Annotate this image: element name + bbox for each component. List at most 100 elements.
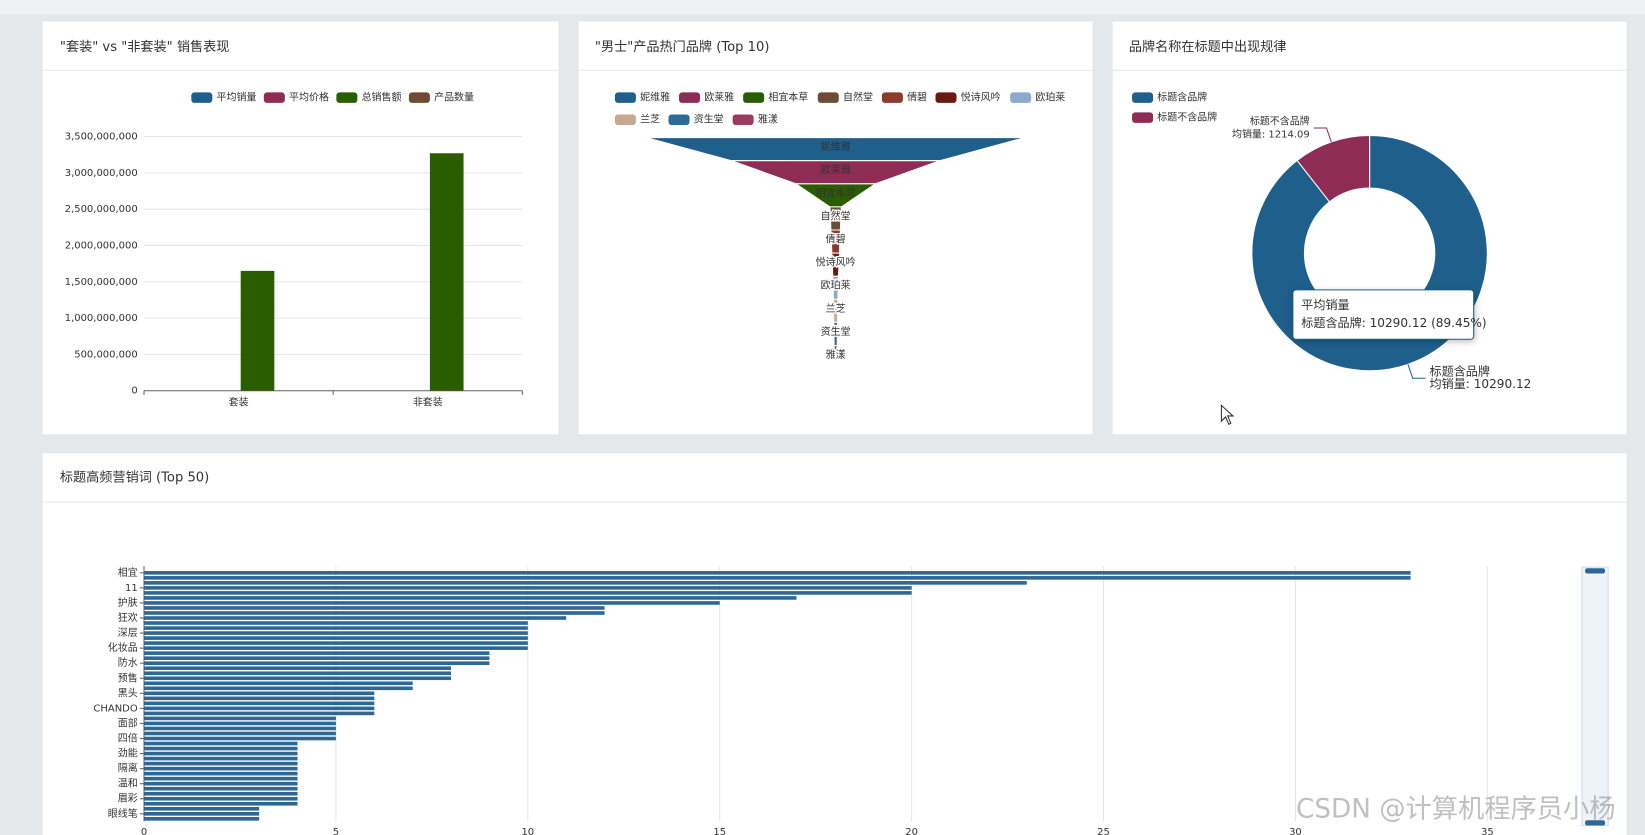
x-tick-label: 15 [713,827,726,835]
y-tick-label: CHANDO [93,703,137,714]
funnel-label: 资生堂 [821,325,851,338]
y-tick-label: 3,000,000,000 [65,168,138,179]
legend-label: 总销售额 [362,91,402,104]
bar [144,756,298,761]
legend-swatch [743,92,765,103]
y-tick-label: 2,000,000,000 [65,240,138,251]
bar [144,661,490,666]
bar [144,626,528,630]
y-tick-label: 预售 [118,671,138,684]
legend-label: 相宜本草 [768,91,808,104]
legend-swatch [679,92,701,103]
bar [144,681,413,686]
bar [144,806,260,811]
bar [144,631,528,635]
legend-swatch [191,92,213,103]
y-tick-label: 0 [131,386,137,397]
bar [144,791,298,796]
y-tick-label: 深层 [118,627,138,639]
bar [144,746,298,751]
zoom-handle[interactable] [1585,820,1606,826]
bar [144,701,375,706]
legend-swatch [408,92,430,103]
bar [144,671,452,676]
zoom-track [1581,566,1609,827]
y-tick-label: 面部 [118,716,138,729]
funnel-label: 雅漾 [826,348,846,361]
bar [144,706,375,711]
bar [144,666,452,671]
watermark: CSDN @计算机程序员小杨 [1296,794,1616,824]
pie-value-label: 均销量: 1214.09 [1232,127,1310,140]
funnel-label: 倩碧 [826,232,846,245]
cursor [1220,404,1235,426]
y-tick-label: 防水 [118,656,138,669]
bar [144,696,375,701]
y-tick-label: 2,500,000,000 [65,204,138,215]
y-tick-label: 1,500,000,000 [65,277,138,288]
bar [144,711,375,716]
label-line [1313,127,1332,143]
bar [144,786,298,791]
legend-swatch [1132,112,1154,123]
bar [144,761,298,766]
bar [144,646,528,650]
legend-swatch [1010,92,1032,103]
bar [144,571,1411,575]
label-line [1407,364,1426,379]
legend-swatch [935,92,957,103]
bar [144,601,720,605]
legend-swatch [614,92,636,103]
legend-label: 欧莱雅 [704,91,734,104]
legend-label: 倩碧 [907,91,927,104]
legend-swatch [263,92,285,103]
legend-label: 资生堂 [694,113,724,126]
legend-swatch [1132,92,1154,103]
x-tick-label: 35 [1481,827,1494,835]
top-strip [0,0,1645,15]
zoom-handle[interactable] [1585,568,1606,574]
funnel-segment [833,345,838,369]
legend-label: 悦诗风吟 [961,91,1001,104]
bar [144,817,260,821]
y-tick-label: 3,500,000,000 [65,132,138,143]
legend-label: 雅漾 [758,113,778,126]
bar [144,611,605,615]
bar [144,606,605,610]
bar [144,796,298,801]
legend-label: 平均价格 [289,91,329,104]
y-tick-label: 化妆品 [108,641,138,654]
funnel-label: 欧莱雅 [821,163,851,176]
panel-bg [41,20,560,436]
x-tick-label: 套装 [229,395,249,408]
tooltip-text: 标题含品牌: 10290.12 (89.45%) [1301,315,1486,330]
bar [144,736,336,741]
x-tick-label: 25 [1097,827,1110,835]
bar [240,270,275,391]
pie-label: 标题含品牌 [1430,363,1490,378]
panel-title: 品牌名称在标题中出现规律 [1129,38,1287,55]
data-zoom[interactable] [1581,566,1609,827]
legend-label: 产品数量 [434,91,474,104]
legend-label: 标题含品牌 [1157,91,1207,104]
bar [144,812,260,816]
bar [144,731,336,736]
y-tick-label: 1,000,000,000 [65,313,138,324]
bar [144,691,375,696]
y-tick-label: 500,000,000 [74,349,137,360]
y-tick-label: 劲能 [118,747,138,760]
funnel-label: 相宜本草 [816,186,856,199]
x-tick-label: 10 [521,827,534,835]
legend-swatch [817,92,839,103]
y-tick-label: 温和 [118,778,138,790]
pie-label: 标题不含品牌 [1250,115,1310,128]
y-tick-label: 相宜 [118,566,138,579]
x-tick-label: 30 [1289,827,1302,835]
y-tick-label: 护肤 [118,596,138,609]
y-tick-label: 隔离 [118,762,138,775]
panel-title: "男士"产品热门品牌 (Top 10) [595,38,770,55]
bar [144,801,298,806]
bar [144,656,490,660]
